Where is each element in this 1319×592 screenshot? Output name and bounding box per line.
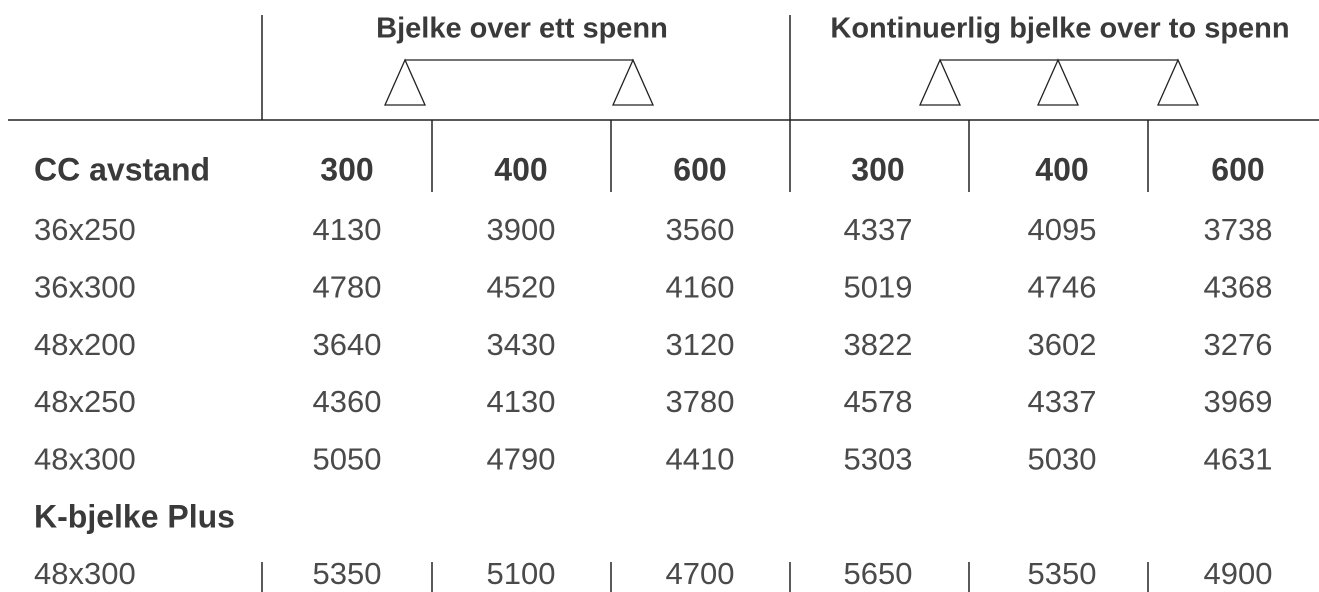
header-cell: 400 [494, 151, 547, 187]
row-cell: 4900 [1204, 556, 1273, 591]
support [918, 58, 962, 106]
row-cell: 3276 [1204, 327, 1273, 362]
row-cell: 3120 [666, 327, 735, 362]
row-cell: 4095 [1028, 212, 1097, 247]
row-cell: 4631 [1204, 441, 1273, 476]
support [1036, 58, 1080, 106]
row-label: 48x300 [34, 556, 136, 591]
row-cell: 3738 [1204, 212, 1273, 247]
row-label: 48x300 [34, 441, 136, 476]
header-cell: 300 [851, 151, 904, 187]
row-cell: 4360 [313, 384, 382, 419]
row-cell: 3822 [844, 327, 913, 362]
row-cell: 4337 [844, 212, 913, 247]
group-title: Kontinuerlig bjelke over to spenn [830, 13, 1289, 45]
row-cell: 5030 [1028, 441, 1097, 476]
row-cell: 3602 [1028, 327, 1097, 362]
row-cell: 5650 [844, 556, 913, 591]
row-label: 36x250 [34, 212, 136, 247]
row-cell: 5100 [487, 556, 556, 591]
row-cell: 3560 [666, 212, 735, 247]
row-cell: 4790 [487, 441, 556, 476]
row-cell: 5019 [844, 269, 913, 304]
column-rules [261, 120, 1149, 592]
row-cell: 3780 [666, 384, 735, 419]
header-cell: 300 [320, 151, 373, 187]
row-cell: 4746 [1028, 269, 1097, 304]
support [611, 58, 655, 106]
row-cell: 4578 [844, 384, 913, 419]
header-cell: 400 [1035, 151, 1088, 187]
group-title: Bjelke over ett spenn [376, 13, 668, 45]
row-label: 48x250 [34, 384, 136, 419]
row-cell: 4700 [666, 556, 735, 591]
row-label: 36x300 [34, 269, 136, 304]
header-cell: 600 [1211, 151, 1264, 187]
row-cell: 5303 [844, 441, 913, 476]
row-cell: 3430 [487, 327, 556, 362]
section-label: K-bjelke Plus [34, 498, 235, 534]
row-cell: 4160 [666, 269, 735, 304]
support [383, 58, 427, 106]
row-cell: 4337 [1028, 384, 1097, 419]
row-cell: 4368 [1204, 269, 1273, 304]
row-cell: 3900 [487, 212, 556, 247]
row-cell: 4130 [487, 384, 556, 419]
row-cell: 3640 [313, 327, 382, 362]
header-cell: 600 [673, 151, 726, 187]
header-label: CC avstand [34, 151, 210, 187]
row-cell: 3969 [1204, 384, 1273, 419]
row-cell: 4780 [313, 269, 382, 304]
row-cell: 4130 [313, 212, 382, 247]
row-cell: 4520 [487, 269, 556, 304]
row-cell: 5350 [313, 556, 382, 591]
row-cell: 4410 [666, 441, 735, 476]
row-cell: 5350 [1028, 556, 1097, 591]
row-label: 48x200 [34, 327, 136, 362]
support [1156, 58, 1200, 106]
row-cell: 5050 [313, 441, 382, 476]
